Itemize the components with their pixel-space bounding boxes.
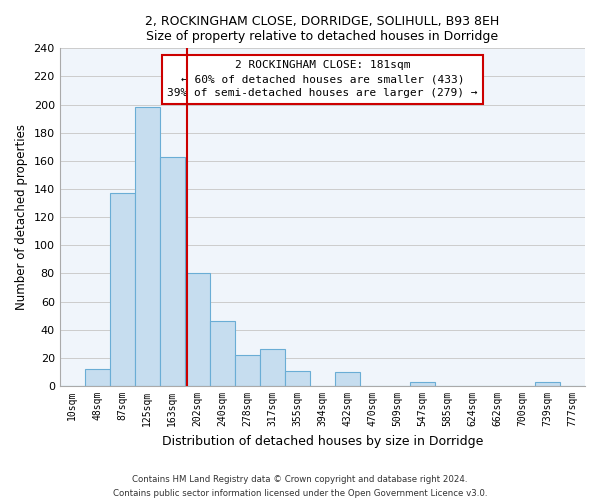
Bar xyxy=(110,194,135,386)
Bar xyxy=(135,108,160,386)
Bar xyxy=(285,370,310,386)
Bar xyxy=(185,274,210,386)
X-axis label: Distribution of detached houses by size in Dorridge: Distribution of detached houses by size … xyxy=(161,434,483,448)
Bar xyxy=(160,156,185,386)
Bar xyxy=(535,382,560,386)
Bar xyxy=(235,355,260,386)
Text: Contains HM Land Registry data © Crown copyright and database right 2024.
Contai: Contains HM Land Registry data © Crown c… xyxy=(113,476,487,498)
Title: 2, ROCKINGHAM CLOSE, DORRIDGE, SOLIHULL, B93 8EH
Size of property relative to de: 2, ROCKINGHAM CLOSE, DORRIDGE, SOLIHULL,… xyxy=(145,15,499,43)
Y-axis label: Number of detached properties: Number of detached properties xyxy=(15,124,28,310)
Bar xyxy=(85,369,110,386)
Bar xyxy=(260,350,285,386)
Text: 2 ROCKINGHAM CLOSE: 181sqm
← 60% of detached houses are smaller (433)
39% of sem: 2 ROCKINGHAM CLOSE: 181sqm ← 60% of deta… xyxy=(167,60,478,98)
Bar xyxy=(335,372,360,386)
Bar xyxy=(410,382,435,386)
Bar xyxy=(210,322,235,386)
